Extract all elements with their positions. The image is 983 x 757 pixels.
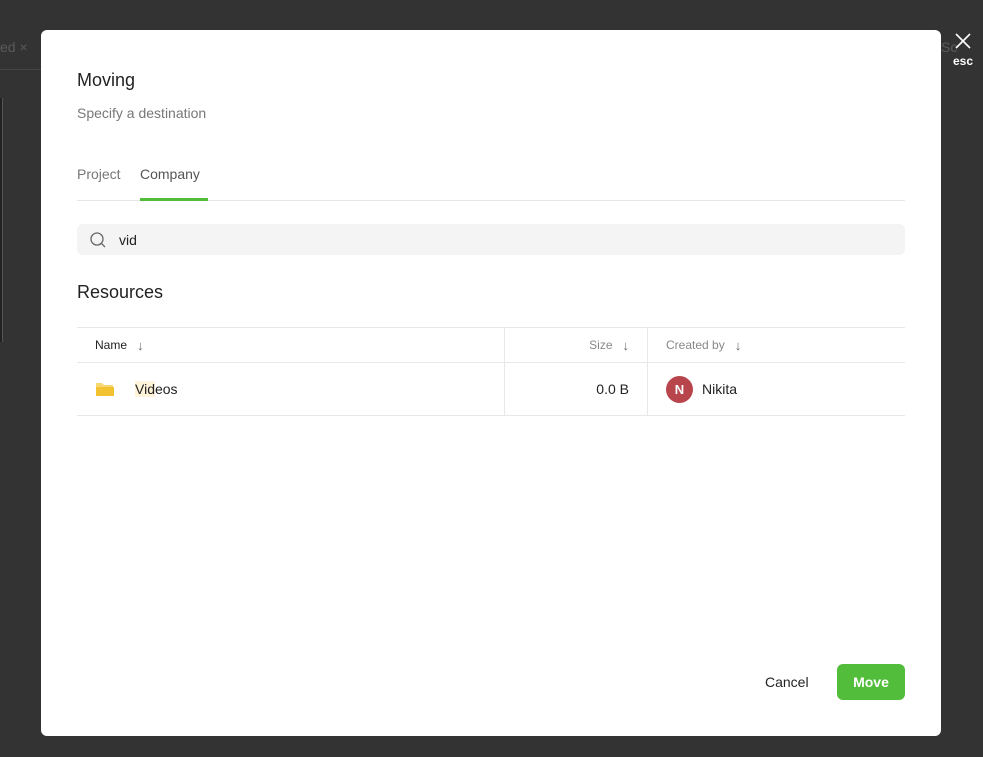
sort-arrow-icon: ↓: [734, 337, 742, 353]
background-text-right: Sc: [941, 39, 958, 55]
table-row[interactable]: Videos 0.0 B N Nikita: [77, 362, 905, 416]
resource-name: Videos: [135, 381, 178, 397]
sort-arrow-icon: ↓: [622, 337, 630, 353]
esc-label: esc: [952, 54, 974, 68]
column-created-by[interactable]: Created by ↓: [647, 328, 905, 362]
folder-icon: [96, 383, 114, 396]
move-button[interactable]: Move: [837, 664, 905, 700]
tab-project[interactable]: Project: [77, 166, 121, 182]
name-cell: Videos: [77, 363, 504, 415]
close-icon: [955, 33, 971, 49]
close-button[interactable]: esc: [950, 32, 976, 68]
column-name[interactable]: Name ↓: [77, 328, 504, 362]
background-text-left: ed ×: [0, 39, 28, 55]
column-label: Created by: [666, 338, 725, 352]
move-dialog: Moving Specify a destination Project Com…: [41, 30, 941, 736]
tab-bar: Project Company: [77, 166, 905, 201]
cancel-button[interactable]: Cancel: [753, 664, 821, 700]
table-header: Name ↓ Size ↓ Created by ↓: [77, 327, 905, 362]
search-icon: [90, 232, 106, 248]
column-label: Name: [95, 338, 128, 352]
tab-company[interactable]: Company: [140, 166, 208, 201]
resources-table: Name ↓ Size ↓ Created by ↓ Videos 0.0 B N N…: [77, 327, 905, 416]
search-box: [77, 224, 905, 255]
creator-cell: N Nikita: [647, 363, 905, 415]
background-divider: [0, 69, 41, 70]
section-title: Resources: [77, 282, 164, 302]
sort-arrow-icon: ↓: [137, 337, 144, 353]
background-panel: [0, 98, 3, 342]
avatar: N: [666, 375, 693, 403]
dialog-subtitle: Specify a destination: [77, 105, 207, 121]
size-cell: 0.0 B: [504, 363, 647, 415]
column-size[interactable]: Size ↓: [504, 328, 647, 362]
search-input[interactable]: [119, 224, 879, 255]
column-label: Size: [589, 338, 613, 352]
dialog-title: Moving: [77, 70, 136, 90]
creator-name: Nikita: [702, 381, 738, 397]
